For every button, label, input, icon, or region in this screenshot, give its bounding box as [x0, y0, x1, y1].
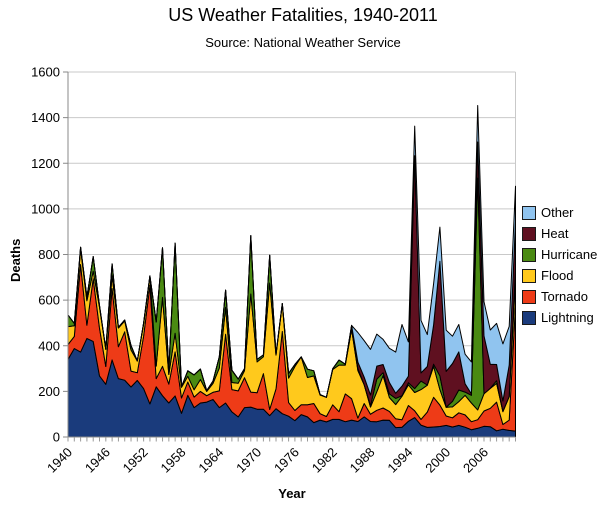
x-tick-label-2000: 2000	[422, 445, 453, 476]
y-tick-label-1200: 1200	[31, 156, 60, 171]
legend-item-lightning: Lightning	[522, 307, 597, 328]
chart-subtitle: Source: National Weather Service	[205, 35, 401, 50]
legend-label-lightning: Lightning	[541, 310, 594, 325]
x-tick-label-1952: 1952	[120, 445, 151, 476]
legend-label-heat: Heat	[541, 226, 569, 241]
legend-label-flood: Flood	[541, 268, 574, 283]
legend: Other Heat Hurricane Flood Tornado Lightning	[522, 202, 597, 328]
legend-item-heat: Heat	[522, 223, 597, 244]
legend-swatch-lightning	[522, 310, 536, 325]
legend-swatch-other	[522, 205, 536, 220]
x-axis-title: Year	[278, 486, 306, 501]
x-tick-label-1970: 1970	[233, 445, 264, 476]
x-tick-label-1994: 1994	[384, 445, 415, 476]
legend-label-other: Other	[541, 205, 574, 220]
x-tick-label-1988: 1988	[347, 445, 378, 476]
y-tick-label-1000: 1000	[31, 201, 60, 216]
x-tick-label-1940: 1940	[44, 445, 75, 476]
y-tick-label-0: 0	[53, 430, 60, 445]
legend-swatch-heat	[522, 226, 536, 241]
x-tick-label-2006: 2006	[460, 445, 491, 476]
legend-item-other: Other	[522, 202, 597, 223]
legend-item-flood: Flood	[522, 265, 597, 286]
chart-title: US Weather Fatalities, 1940-2011	[168, 5, 438, 25]
legend-item-tornado: Tornado	[522, 286, 597, 307]
x-tick-label-1964: 1964	[195, 445, 226, 476]
area-other	[67, 105, 516, 402]
y-tick-label-600: 600	[38, 293, 60, 308]
legend-swatch-flood	[522, 268, 536, 283]
y-tick-label-1400: 1400	[31, 110, 60, 125]
legend-item-hurricane: Hurricane	[522, 244, 597, 265]
legend-label-hurricane: Hurricane	[541, 247, 598, 262]
y-tick-label-800: 800	[38, 247, 60, 262]
legend-swatch-tornado	[522, 289, 536, 304]
legend-label-tornado: Tornado	[541, 289, 588, 304]
y-tick-label-200: 200	[38, 384, 60, 399]
x-tick-label-1976: 1976	[271, 445, 302, 476]
legend-swatch-hurricane	[522, 247, 536, 262]
y-tick-label-400: 400	[38, 338, 60, 353]
x-tick-label-1958: 1958	[158, 445, 189, 476]
y-tick-label-1600: 1600	[31, 65, 60, 80]
x-tick-label-1982: 1982	[309, 445, 340, 476]
x-tick-label-1946: 1946	[82, 445, 113, 476]
